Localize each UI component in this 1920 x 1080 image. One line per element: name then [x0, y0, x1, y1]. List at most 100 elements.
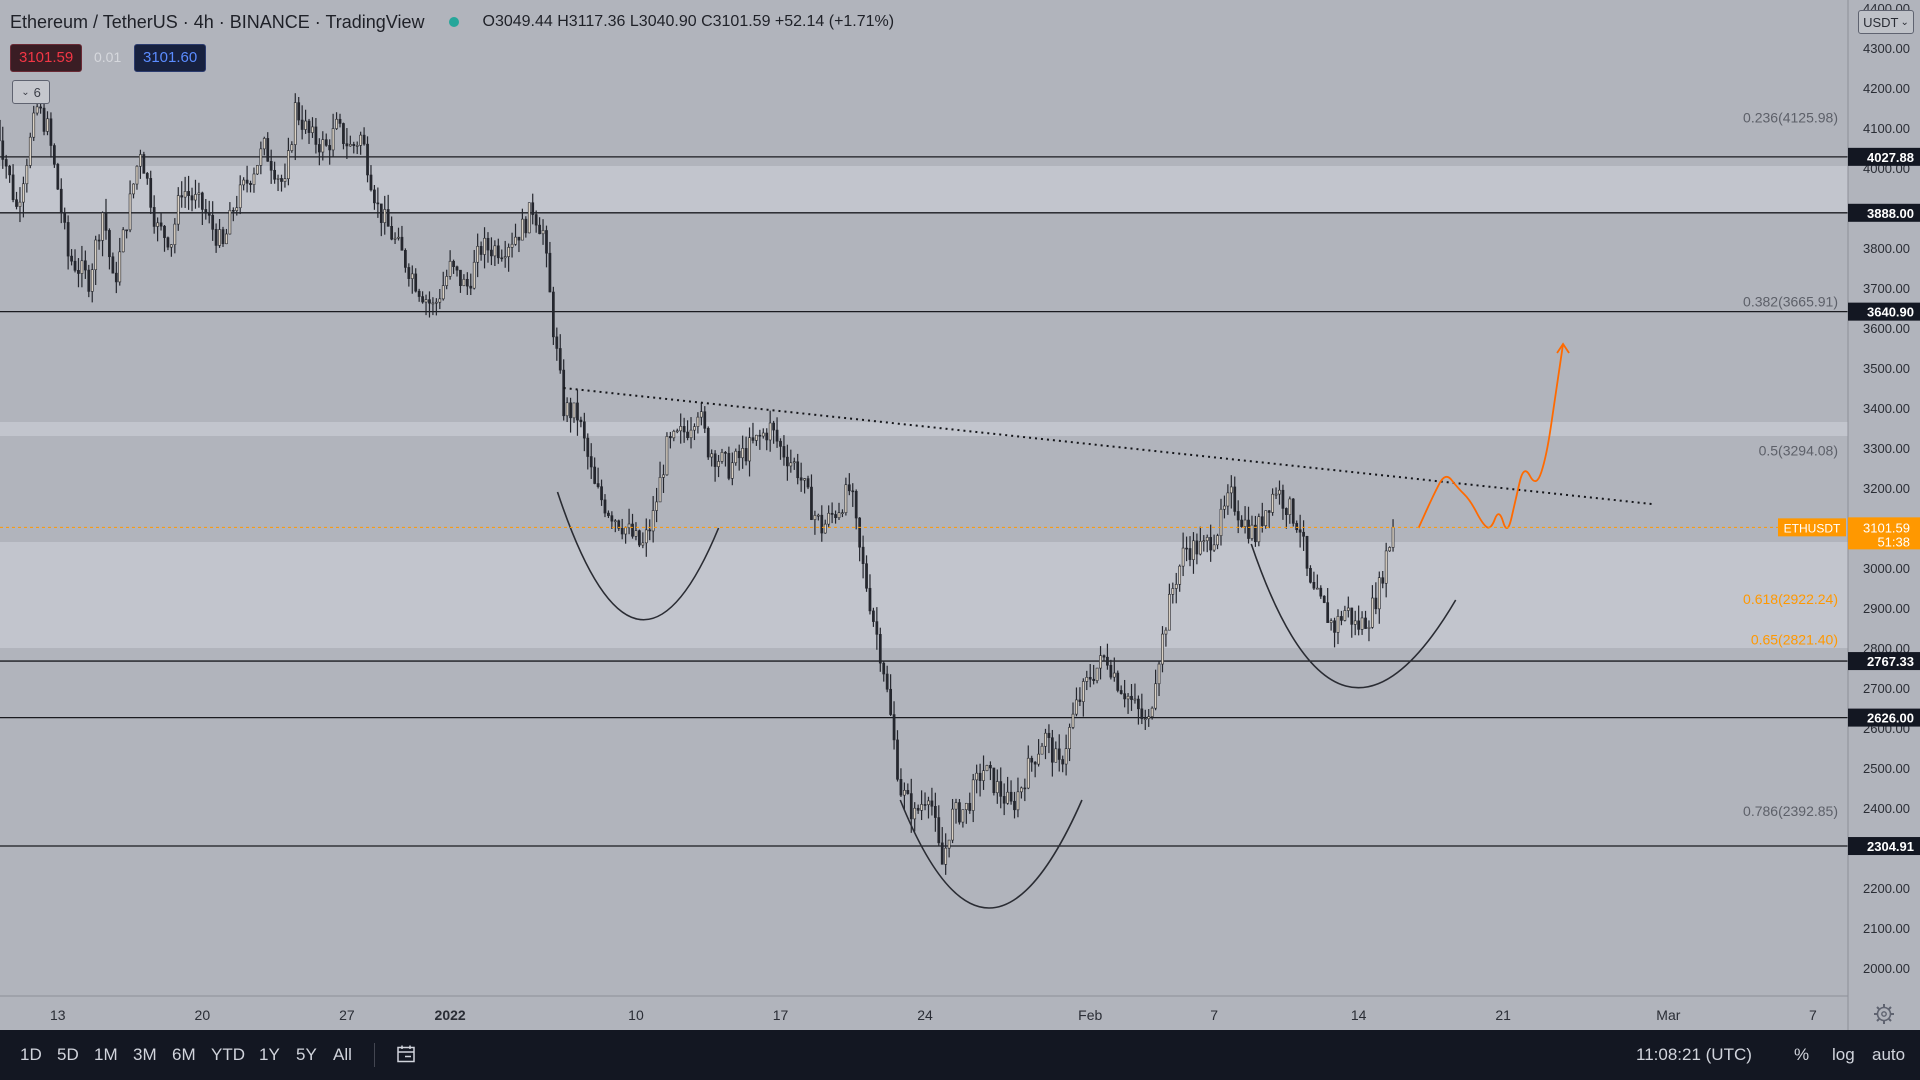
currency-selector[interactable]: USDT ⌄: [1858, 10, 1914, 34]
timeframe-6m[interactable]: 6M: [172, 1045, 196, 1064]
candle-body: [359, 134, 363, 146]
candle-body: [108, 230, 111, 258]
candle-body: [49, 118, 53, 146]
pattern-arc[interactable]: [899, 799, 1083, 909]
candle-body: [999, 781, 1003, 797]
candle-body: [906, 790, 910, 794]
projection-path[interactable]: [1417, 343, 1564, 529]
candle-body: [225, 233, 228, 245]
candle-body: [379, 203, 383, 223]
symbol-title[interactable]: Ethereum / TetherUS · 4h · BINANCE · Tra…: [10, 11, 425, 32]
sell-button[interactable]: 3101.59: [10, 44, 83, 72]
candle-body: [823, 523, 827, 534]
candle-body: [768, 422, 772, 441]
candle-body: [665, 436, 669, 476]
time-axis[interactable]: 13 20 27 2022 10 17 24 Feb 7 14 21 Mar 7: [50, 1007, 1817, 1023]
candle-body: [765, 432, 769, 441]
candle-body: [1009, 791, 1013, 802]
settings-gear-icon[interactable]: [1874, 1004, 1894, 1024]
timeframe-5d[interactable]: 5D: [57, 1045, 79, 1064]
pattern-arc[interactable]: [556, 491, 720, 621]
level-price-box: [1848, 708, 1920, 727]
candle-body: [1298, 529, 1302, 533]
candle-body: [696, 416, 700, 427]
candle-body: [197, 192, 201, 195]
timeframe-3m[interactable]: 3M: [133, 1045, 157, 1064]
timeframe-all[interactable]: All: [333, 1045, 352, 1064]
candle-body: [903, 790, 906, 796]
candle-body: [80, 260, 84, 274]
candle-body: [1391, 527, 1395, 548]
candle-body: [717, 461, 720, 467]
candle-body: [586, 437, 590, 457]
candle-body: [610, 515, 614, 522]
candle-body: [1130, 695, 1133, 700]
candle-body: [1157, 663, 1161, 685]
level-price-label: 3640.90: [1867, 305, 1914, 320]
candle-body: [799, 477, 803, 481]
price-tick-label: 3400.00: [1863, 401, 1910, 416]
candle-body: [424, 299, 428, 303]
candle-body: [4, 159, 8, 167]
candle-body: [1123, 693, 1126, 700]
indicators-toggle-button[interactable]: ⌄ 6: [12, 80, 50, 104]
calendar-icon[interactable]: [396, 1044, 416, 1064]
drawings[interactable]: [0, 342, 1848, 909]
candle-body: [827, 512, 831, 525]
candle-body: [878, 634, 882, 664]
candle-body: [135, 165, 139, 185]
candle-body: [259, 148, 263, 166]
candle-body: [304, 120, 307, 130]
timeframe-1d[interactable]: 1D: [20, 1045, 42, 1064]
candle-body: [720, 452, 724, 462]
timeframe-1m[interactable]: 1M: [94, 1045, 118, 1064]
candle-body: [238, 184, 242, 209]
utc-clock[interactable]: 11:08:21 (UTC): [1636, 1045, 1752, 1064]
candle-body: [249, 183, 252, 185]
candle-body: [1092, 678, 1096, 681]
support-resistance-zone: [0, 166, 1848, 213]
auto-scale-toggle[interactable]: auto: [1872, 1045, 1906, 1064]
candle-body: [803, 478, 806, 481]
candle-body: [180, 195, 184, 198]
candle-body: [634, 530, 638, 537]
candle-body: [944, 847, 948, 865]
candle-body: [669, 436, 672, 439]
descending-trendline[interactable]: [563, 387, 1652, 505]
timeframe-1y[interactable]: 1Y: [259, 1045, 280, 1064]
pattern-arc[interactable]: [1250, 543, 1457, 689]
candle-body: [507, 247, 510, 257]
candle-body: [214, 229, 218, 246]
candle-body: [190, 195, 194, 201]
timeframe-ytd[interactable]: YTD: [211, 1045, 245, 1064]
candle-body: [834, 514, 837, 519]
buy-button[interactable]: 3101.60: [134, 44, 207, 72]
candle-body: [1095, 667, 1099, 681]
candle-body: [328, 145, 332, 151]
candle-body: [1075, 699, 1078, 715]
candle-body: [1305, 535, 1309, 569]
price-tick-label: 3800.00: [1863, 241, 1910, 256]
candle-body: [892, 714, 896, 741]
candle-body: [748, 437, 751, 462]
candle-body: [1353, 620, 1357, 625]
candle-body: [163, 225, 166, 238]
current-price-box: [1848, 517, 1920, 550]
percent-scale-toggle[interactable]: %: [1794, 1045, 1810, 1064]
candle-body: [1143, 718, 1147, 721]
candle-body: [524, 218, 528, 234]
timeframe-5y[interactable]: 5Y: [296, 1045, 317, 1064]
toolbar-divider: [374, 1043, 375, 1067]
candle-body: [1271, 493, 1274, 513]
candle-body: [1195, 540, 1199, 555]
candle-body: [693, 426, 696, 431]
log-scale-toggle[interactable]: log: [1832, 1045, 1855, 1064]
price-tick-label: 2400.00: [1863, 801, 1910, 816]
price-tick-label: 2900.00: [1863, 601, 1910, 616]
price-chart[interactable]: 0.236(4125.98) 0.382(3665.91) 0.5(3294.08)…: [0, 0, 1920, 1030]
candle-body: [758, 434, 762, 437]
candle-body: [83, 260, 87, 271]
candle-body: [503, 256, 507, 259]
horizontal-levels[interactable]: [0, 156, 1848, 847]
candle-body: [806, 478, 810, 488]
